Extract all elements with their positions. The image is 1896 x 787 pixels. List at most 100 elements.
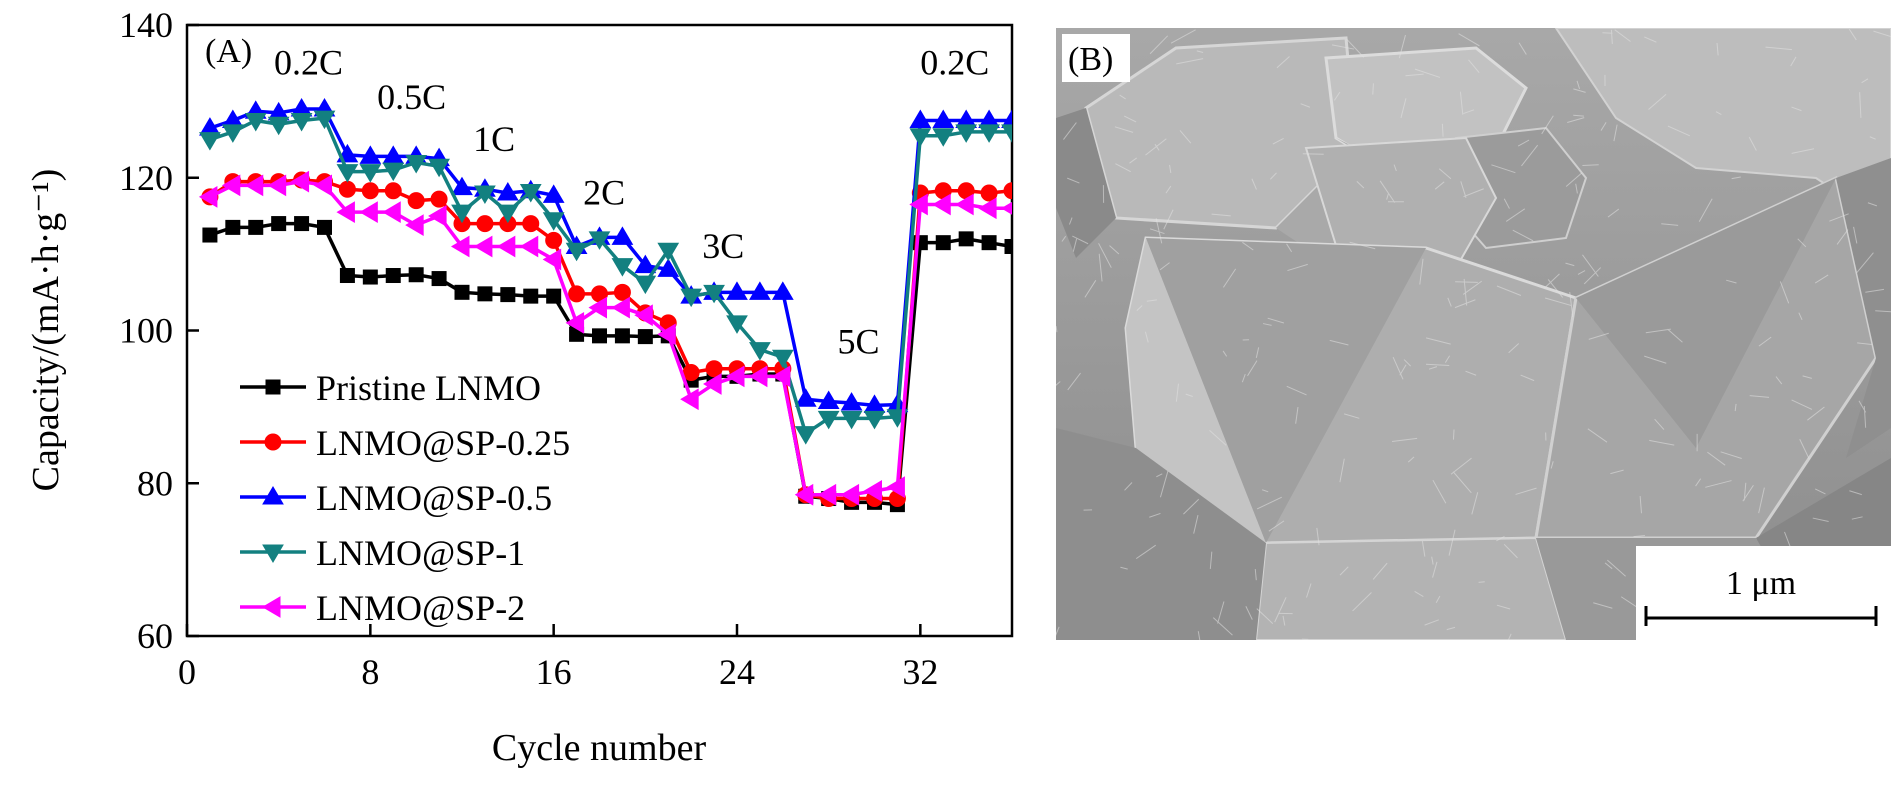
data-point-lnmo-sp-2 (771, 365, 791, 388)
data-point-pristine-lnmo (431, 271, 447, 287)
data-point-lnmo-sp-0-5 (611, 226, 634, 245)
series-group (198, 98, 1012, 513)
data-point-pristine-lnmo (935, 235, 951, 251)
data-point-lnmo-sp-2 (519, 235, 539, 258)
data-point-lnmo-sp-1 (1001, 124, 1012, 143)
data-point-lnmo-sp-2 (290, 170, 310, 193)
x-tick-label: 24 (719, 652, 755, 692)
data-point-lnmo-sp-1 (359, 164, 382, 183)
data-point-lnmo-sp-1 (749, 342, 771, 361)
data-point-lnmo-sp-2 (794, 483, 814, 506)
data-point-pristine-lnmo (958, 231, 974, 247)
data-point-lnmo-sp-2 (909, 193, 928, 216)
data-point-lnmo-sp-0-25 (407, 192, 425, 210)
y-tick-label: 120 (119, 158, 173, 198)
legend-label: LNMO@SP-1 (316, 533, 525, 573)
rate-label: 5C (837, 321, 879, 361)
data-point-lnmo-sp-0-5 (657, 258, 680, 277)
data-point-pristine-lnmo (317, 219, 332, 235)
data-point-lnmo-sp-1 (496, 204, 519, 224)
panel-label-a: (A) (205, 33, 252, 70)
data-point-lnmo-sp-1 (474, 185, 496, 205)
data-point-lnmo-sp-0-25 (980, 184, 998, 202)
data-point-lnmo-sp-1 (634, 275, 657, 295)
data-point-pristine-lnmo (202, 227, 218, 243)
legend-marker (264, 433, 282, 451)
data-point-pristine-lnmo (225, 219, 241, 235)
rate-label: 2C (583, 172, 625, 212)
legend-label: LNMO@SP-0.5 (316, 478, 552, 518)
x-tick-label: 16 (536, 652, 572, 692)
data-point-lnmo-sp-2 (955, 193, 974, 216)
data-point-lnmo-sp-2 (634, 304, 653, 327)
data-point-lnmo-sp-0-25 (1003, 182, 1012, 200)
data-point-lnmo-sp-1 (978, 124, 1000, 143)
x-tick-label: 8 (361, 652, 379, 692)
y-tick-label: 80 (137, 463, 173, 503)
series-lnmo-sp-1 (199, 110, 1012, 445)
data-point-lnmo-sp-1 (657, 242, 680, 262)
rate-labels: 0.2C 0.5C 1C 2C 3C 5C 0.2C (274, 43, 989, 362)
data-point-lnmo-sp-1 (817, 410, 840, 430)
x-axis-ticks: 0 8 16 24 32 (178, 624, 938, 692)
legend-label: LNMO@SP-0.25 (316, 423, 570, 463)
data-point-pristine-lnmo (1004, 238, 1012, 254)
data-point-lnmo-sp-1 (909, 128, 932, 147)
data-point-lnmo-sp-1 (542, 212, 565, 231)
data-point-pristine-lnmo (546, 288, 562, 304)
data-point-lnmo-sp-2 (451, 235, 470, 258)
data-point-pristine-lnmo (500, 287, 516, 303)
data-point-pristine-lnmo (294, 216, 310, 232)
data-point-lnmo-sp-1 (221, 124, 244, 143)
data-point-lnmo-sp-1 (840, 410, 863, 430)
rate-label: 0.2C (274, 43, 343, 83)
data-point-lnmo-sp-0-5 (771, 281, 794, 300)
data-point-lnmo-sp-1 (451, 204, 473, 224)
data-point-lnmo-sp-1 (863, 410, 886, 430)
data-point-lnmo-sp-2 (886, 476, 905, 498)
rate-label: 1C (473, 119, 515, 159)
data-point-lnmo-sp-2 (198, 185, 218, 208)
data-point-lnmo-sp-1 (771, 349, 794, 369)
data-point-lnmo-sp-1 (428, 158, 450, 178)
data-point-lnmo-sp-0-5 (817, 390, 840, 410)
data-point-lnmo-sp-2 (336, 201, 355, 223)
data-point-lnmo-sp-2 (726, 365, 745, 388)
scale-bar-box (1636, 546, 1891, 640)
data-point-lnmo-sp-0-5 (726, 281, 748, 300)
data-point-lnmo-sp-2 (680, 388, 699, 411)
data-point-lnmo-sp-2 (267, 174, 287, 197)
data-point-lnmo-sp-0-5 (1001, 109, 1012, 128)
crystal-bottom (1254, 536, 1568, 640)
data-point-lnmo-sp-1 (565, 242, 588, 262)
x-tick-label: 32 (902, 652, 938, 692)
series-pristine-lnmo (202, 216, 1012, 513)
data-point-lnmo-sp-1 (244, 112, 267, 132)
data-point-lnmo-sp-2 (588, 296, 607, 319)
data-point-lnmo-sp-0-25 (682, 364, 700, 382)
data-point-lnmo-sp-2 (1001, 201, 1012, 215)
data-point-lnmo-sp-2 (244, 174, 264, 197)
data-point-pristine-lnmo (477, 286, 493, 302)
data-point-lnmo-sp-2 (703, 373, 722, 395)
panel-label-b-box (1062, 34, 1130, 82)
data-point-lnmo-sp-2 (611, 296, 630, 319)
y-axis-label: Capacity/(mA·h·g⁻¹) (25, 169, 67, 492)
data-point-pristine-lnmo (408, 267, 424, 283)
x-axis-label: Cycle number (492, 727, 707, 769)
legend-label: LNMO@SP-2 (316, 588, 525, 628)
data-point-lnmo-sp-0-5 (749, 281, 771, 300)
data-point-lnmo-sp-1 (382, 162, 405, 182)
data-point-lnmo-sp-2 (932, 193, 951, 216)
data-point-pristine-lnmo (637, 329, 653, 345)
panel-label-b: (B) (1068, 41, 1113, 78)
legend-marker (262, 596, 281, 618)
data-point-pristine-lnmo (385, 268, 401, 284)
series-lnmo-sp-0-5 (199, 98, 1012, 413)
data-point-lnmo-sp-0-25 (705, 360, 723, 378)
data-point-lnmo-sp-2 (313, 174, 332, 197)
data-point-lnmo-sp-2 (428, 205, 447, 227)
data-point-lnmo-sp-0-25 (568, 285, 586, 303)
data-point-pristine-lnmo (362, 269, 378, 285)
